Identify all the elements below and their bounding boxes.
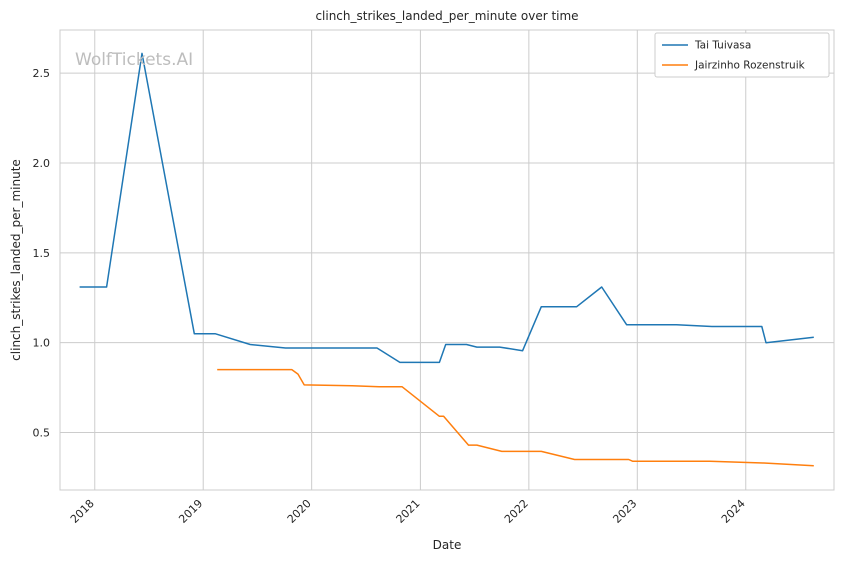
x-tick-label: 2019 bbox=[176, 497, 205, 526]
x-axis-ticks: 2018 2019 2020 2021 2022 2023 2024 bbox=[68, 497, 748, 526]
legend: Tai Tuivasa Jairzinho Rozenstruik bbox=[654, 32, 830, 78]
chart-title: clinch_strikes_landed_per_minute over ti… bbox=[315, 9, 578, 23]
series-line-jairzinho-rozenstruik bbox=[217, 368, 814, 467]
x-tick-label: 2024 bbox=[719, 497, 748, 526]
x-tick-label: 2023 bbox=[610, 497, 639, 526]
watermark: WolfTickets.AI bbox=[75, 50, 193, 70]
grid-lines bbox=[60, 30, 834, 490]
plot-area bbox=[59, 29, 835, 491]
y-tick-label: 0.5 bbox=[33, 427, 51, 440]
x-tick-label: 2018 bbox=[68, 497, 97, 526]
legend-label-jairzinho-rozenstruik: Jairzinho Rozenstruik bbox=[694, 60, 806, 72]
x-axis-label: Date bbox=[433, 538, 462, 552]
y-tick-label: 2.0 bbox=[33, 157, 51, 170]
legend-label-tai-tuivasa: Tai Tuivasa bbox=[694, 40, 751, 52]
x-tick-label: 2021 bbox=[394, 497, 423, 526]
y-tick-label: 1.5 bbox=[33, 247, 51, 260]
y-tick-label: 2.5 bbox=[33, 67, 51, 80]
series-line-tai-tuivasa bbox=[79, 52, 814, 364]
series-layer bbox=[79, 52, 814, 467]
y-tick-label: 1.0 bbox=[33, 337, 51, 350]
legend-box bbox=[654, 32, 830, 78]
y-axis-label: clinch_strikes_landed_per_minute bbox=[9, 159, 23, 361]
x-tick-label: 2020 bbox=[285, 497, 314, 526]
y-axis-ticks: 0.5 1.0 1.5 2.0 2.5 bbox=[33, 67, 51, 439]
x-tick-label: 2022 bbox=[502, 497, 531, 526]
